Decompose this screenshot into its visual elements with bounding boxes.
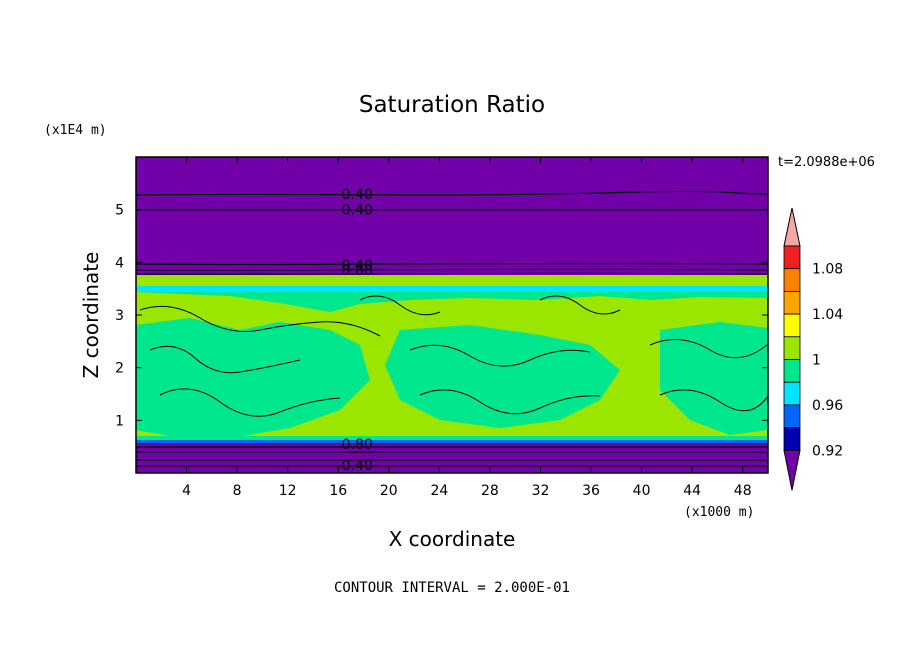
colorbar-label: 1.08	[812, 262, 843, 278]
cloud-contour-lines	[139, 295, 768, 417]
y-unit-label: (x1E4 m)	[44, 123, 107, 138]
y-tick-label: 4	[115, 255, 124, 271]
moist-patch-top-left	[136, 292, 768, 312]
chart-title: Saturation Ratio	[359, 92, 545, 118]
x-tick-label: 8	[233, 483, 242, 499]
x-tick-label: 12	[279, 483, 297, 499]
y-tick-label: 2	[115, 361, 124, 377]
colorbar: 1.08 1.04 1 0.96 0.92	[783, 207, 843, 491]
colorbar-segment	[783, 313, 801, 338]
colorbar-segment	[783, 404, 801, 428]
colorbar-segment	[783, 245, 801, 270]
contour-label: 0.40	[342, 187, 373, 203]
colorbar-segment	[783, 336, 801, 360]
contour-label: 0.80	[342, 263, 373, 279]
x-tick-label: 20	[380, 483, 398, 499]
y-tick-label: 5	[115, 203, 124, 219]
colorbar-segment	[783, 427, 801, 451]
moist-patch-left	[136, 318, 370, 438]
x-tick-label: 28	[481, 483, 499, 499]
blue-base-band	[136, 440, 768, 443]
x-unit-label: (x1000 m)	[684, 505, 754, 520]
colorbar-segment	[783, 359, 801, 383]
plot-area: 0.400.400.400.800.800.40	[135, 156, 769, 474]
y-tick-label: 3	[115, 308, 124, 324]
x-tick-label: 16	[329, 483, 347, 499]
x-tick-label: 44	[683, 483, 701, 499]
x-tick-label: 48	[734, 483, 752, 499]
contour-label: 0.40	[342, 203, 373, 219]
x-tick-label: 32	[532, 483, 550, 499]
contour-labels: 0.400.400.400.800.800.40	[342, 187, 373, 474]
moist-base-band	[136, 436, 768, 441]
colorbar-label: 0.96	[812, 398, 843, 414]
moist-patch-right	[660, 322, 768, 435]
x-axis-label: X coordinate	[389, 527, 516, 551]
x-tick-label: 36	[582, 483, 600, 499]
x-tick-label: 40	[633, 483, 651, 499]
colorbar-bottom-arrow	[783, 449, 801, 491]
time-label: t=2.0988e+06	[778, 155, 875, 170]
contour-interval-footer: CONTOUR INTERVAL = 2.000E-01	[334, 580, 570, 596]
y-tick-label: 1	[115, 413, 124, 429]
contour-label: 0.40	[342, 258, 373, 274]
x-tick-label: 4	[182, 483, 191, 499]
contour-label: 0.80	[342, 437, 373, 453]
x-axis: 4 8 12 16 20 24 28 32 36 40 44 48	[182, 157, 752, 499]
contour-label: 0.40	[342, 458, 373, 474]
x-tick-label: 24	[430, 483, 448, 499]
colorbar-label: 1	[812, 353, 821, 369]
colorbar-top-arrow	[783, 207, 801, 247]
colorbar-segment	[783, 268, 801, 292]
moist-edge-band	[136, 286, 768, 292]
colorbar-label: 1.04	[812, 307, 843, 323]
colorbar-segment	[783, 381, 801, 406]
y-axis: 1 2 3 4 5	[115, 203, 768, 429]
colorbar-segment	[783, 290, 801, 315]
y-axis-label: Z coordinate	[79, 252, 103, 379]
isolines	[136, 190, 768, 467]
colorbar-label: 0.92	[812, 443, 843, 459]
